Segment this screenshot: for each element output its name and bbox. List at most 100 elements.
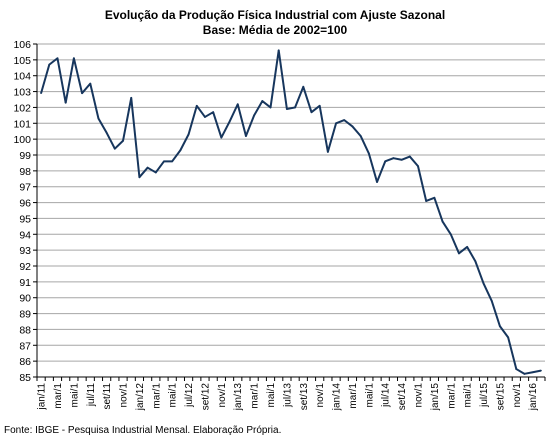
y-tick-label: 94 bbox=[19, 229, 31, 241]
data-point bbox=[204, 116, 206, 118]
data-point bbox=[105, 131, 108, 134]
source-note: Fonte: IBGE - Pesquisa Industrial Mensal… bbox=[4, 425, 282, 436]
x-tick-label: jul/14 bbox=[381, 383, 392, 408]
x-tick-label: mai/1 bbox=[463, 383, 474, 408]
x-tick-label: jan/11 bbox=[37, 383, 48, 411]
data-point bbox=[482, 282, 485, 285]
y-tick-label: 105 bbox=[13, 55, 31, 67]
x-tick-label: jan/12 bbox=[135, 383, 146, 412]
chart-title: Evolução da Produção Física Industrial c… bbox=[104, 8, 446, 22]
x-tick-label: jul/15 bbox=[479, 383, 490, 408]
series-line bbox=[40, 49, 542, 375]
data-point bbox=[458, 252, 460, 255]
y-tick-label: 97 bbox=[19, 182, 31, 194]
data-point bbox=[113, 147, 116, 150]
x-tick-label: nov/1 bbox=[512, 383, 523, 408]
data-point bbox=[195, 104, 198, 107]
data-point bbox=[122, 139, 124, 142]
x-tick-label: nov/1 bbox=[217, 383, 228, 408]
data-point bbox=[236, 103, 239, 106]
gridlines bbox=[37, 43, 545, 362]
x-tick-label: nov/1 bbox=[315, 383, 326, 408]
data-point bbox=[163, 160, 165, 163]
x-tick-label: nov/1 bbox=[119, 383, 130, 408]
data-point bbox=[474, 260, 477, 263]
x-tick-label: mar/1 bbox=[446, 383, 457, 409]
data-point bbox=[245, 135, 247, 137]
x-tick-label: jul/13 bbox=[282, 383, 293, 408]
y-tick-label: 86 bbox=[19, 356, 31, 368]
y-tick-label: 89 bbox=[19, 309, 31, 321]
chart-title-block: Evolução da Produção Física Industrial c… bbox=[0, 8, 550, 38]
data-point bbox=[433, 196, 436, 199]
data-point bbox=[89, 82, 92, 85]
data-point bbox=[425, 200, 428, 202]
y-tick-label: 98 bbox=[19, 166, 31, 178]
x-tick-label: mar/1 bbox=[151, 383, 162, 409]
data-point bbox=[351, 125, 354, 128]
data-point bbox=[507, 336, 510, 339]
y-tick-label: 104 bbox=[13, 71, 31, 83]
x-tick-label: set/15 bbox=[495, 383, 506, 411]
y-axis-ticks: 85 86 87 88 89 90 91 92 93 94 95 96 97 98 99 100 101 102 1… bbox=[13, 39, 37, 384]
data-point bbox=[138, 176, 141, 179]
data-point bbox=[523, 372, 526, 375]
x-axis-ticks: jan/11 mar/1 mai/1 jul/11 set/11 nov/1 jan/12 m… bbox=[36, 377, 546, 412]
y-tick-label: 106 bbox=[13, 39, 31, 51]
y-tick-label: 99 bbox=[19, 150, 31, 162]
data-point bbox=[81, 92, 83, 95]
data-point bbox=[56, 57, 59, 60]
data-point bbox=[171, 160, 174, 163]
x-tick-label: mai/1 bbox=[168, 383, 179, 408]
x-tick-label: set/14 bbox=[397, 383, 408, 411]
chart-subtitle: Base: Média de 2002=100 bbox=[202, 23, 348, 37]
data-point bbox=[326, 150, 329, 153]
data-point bbox=[417, 165, 419, 168]
x-tick-label: set/12 bbox=[200, 383, 211, 411]
data-point bbox=[179, 149, 182, 152]
data-point bbox=[310, 111, 313, 114]
data-point bbox=[154, 171, 157, 174]
data-point bbox=[400, 158, 403, 161]
x-tick-label: jul/12 bbox=[184, 383, 195, 408]
y-tick-label: 87 bbox=[19, 340, 31, 352]
data-point bbox=[384, 160, 387, 163]
x-tick-label: jan/16 bbox=[528, 383, 539, 412]
data-point bbox=[220, 136, 223, 139]
y-tick-label: 101 bbox=[13, 118, 31, 130]
data-point bbox=[343, 119, 346, 122]
data-point bbox=[376, 181, 378, 183]
data-point bbox=[408, 155, 411, 158]
y-tick-label: 95 bbox=[19, 213, 31, 225]
data-point bbox=[302, 85, 305, 88]
y-tick-label: 88 bbox=[19, 324, 31, 336]
x-tick-label: mar/1 bbox=[348, 383, 359, 409]
data-point bbox=[64, 101, 67, 104]
data-point bbox=[392, 157, 395, 160]
data-point bbox=[72, 57, 75, 60]
x-tick-label: set/11 bbox=[102, 383, 113, 410]
x-tick-label: nov/1 bbox=[414, 383, 425, 408]
data-point bbox=[97, 117, 100, 120]
x-tick-label: mai/1 bbox=[69, 383, 80, 408]
x-tick-label: set/13 bbox=[299, 383, 310, 411]
x-tick-label: mai/1 bbox=[364, 383, 375, 408]
y-tick-label: 100 bbox=[13, 134, 31, 146]
data-point bbox=[277, 49, 280, 52]
data-point bbox=[212, 111, 215, 114]
data-point bbox=[466, 246, 469, 248]
data-point bbox=[335, 122, 337, 125]
data-point bbox=[228, 120, 231, 123]
axes bbox=[36, 44, 545, 378]
data-point bbox=[490, 299, 493, 302]
x-tick-label: jan/14 bbox=[332, 383, 343, 412]
data-point bbox=[261, 100, 264, 102]
y-tick-label: 96 bbox=[19, 198, 31, 210]
series-group bbox=[40, 49, 542, 375]
data-point bbox=[359, 135, 362, 137]
x-tick-label: jan/13 bbox=[233, 383, 244, 412]
data-point bbox=[286, 108, 288, 110]
x-tick-label: mar/1 bbox=[53, 383, 64, 409]
data-point bbox=[269, 106, 272, 109]
